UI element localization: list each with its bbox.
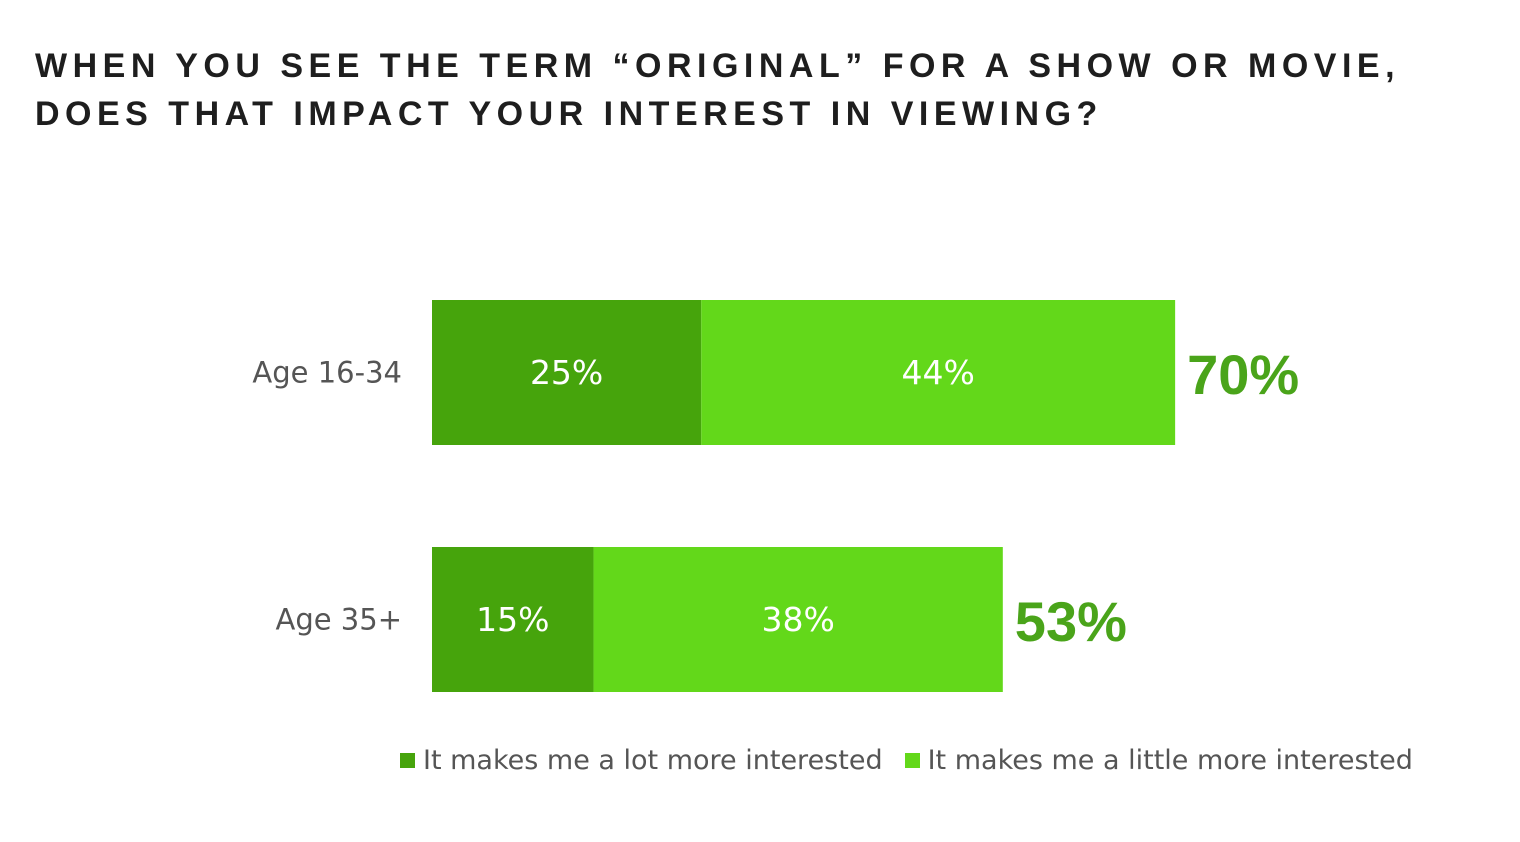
- legend-label-little-more: It makes me a little more interested: [927, 744, 1413, 776]
- bar-segment-little-more: [701, 300, 1176, 445]
- chart-title-line-1: WHEN YOU SEE THE TERM “ORIGINAL” FOR A S…: [35, 47, 1401, 85]
- total-value-label: 53%: [1015, 590, 1127, 653]
- legend-swatch-light-green: [904, 752, 920, 768]
- segment-value-label: 25%: [530, 353, 603, 392]
- legend-item-little-more: It makes me a little more interested: [904, 744, 1413, 776]
- bar-segment-lot-more: [432, 300, 702, 445]
- category-label: Age 16-34: [252, 356, 402, 390]
- segment-value-label: 38%: [762, 600, 835, 639]
- total-value-label: 70%: [1187, 343, 1299, 406]
- legend: It makes me a lot more interested It mak…: [400, 740, 1435, 780]
- legend-swatch-dark-green: [400, 752, 415, 768]
- chart-title-line-2: DOES THAT IMPACT YOUR INTEREST IN VIEWIN…: [35, 95, 1103, 133]
- segment-value-label: 15%: [476, 600, 549, 639]
- bar-segment-little-more: [593, 547, 1003, 692]
- legend-label-lot-more: It makes me a lot more interested: [423, 744, 883, 776]
- chart-title: WHEN YOU SEE THE TERM “ORIGINAL” FOR A S…: [35, 42, 1475, 138]
- category-label: Age 35+: [275, 603, 402, 637]
- legend-item-lot-more: It makes me a lot more interested: [400, 745, 883, 776]
- segment-value-label: 44%: [902, 353, 975, 392]
- bar-segment-lot-more: [432, 547, 594, 692]
